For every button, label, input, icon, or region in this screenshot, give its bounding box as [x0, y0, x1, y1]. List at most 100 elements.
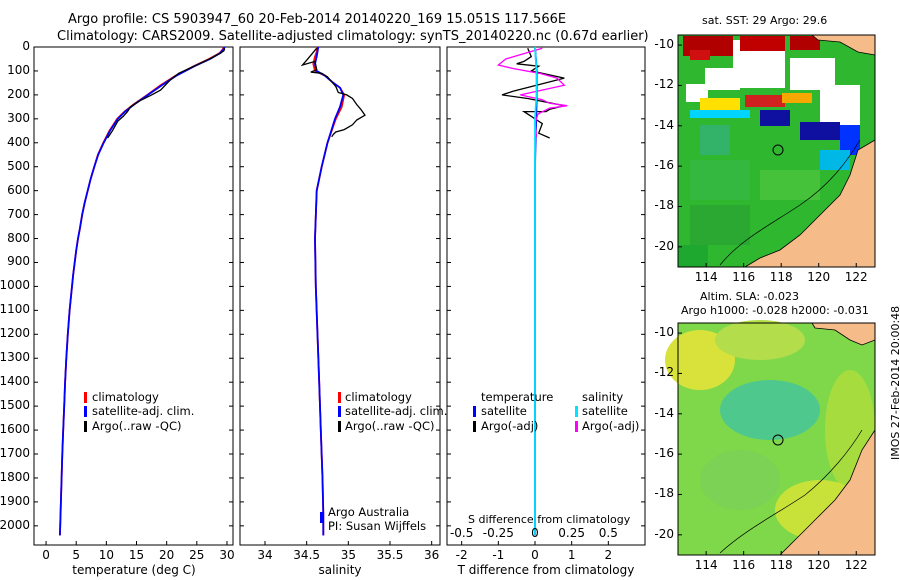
series-line-climatology [312, 46, 346, 536]
s-diff-tick-label: -0.25 [482, 526, 514, 540]
series-line-argo-raw-qc- [107, 48, 226, 139]
xtick-label: 34 [257, 548, 273, 562]
series-line-t-argo-adj- [501, 47, 565, 139]
temp-legend-climatology: climatology [92, 390, 159, 404]
sst-map-xtick-label: 118 [769, 270, 793, 284]
depth-tick-label: 2000 [0, 517, 30, 532]
s-diff-tick-label: 0.25 [558, 526, 586, 540]
depth-tick-label: 800 [7, 230, 30, 245]
sst-map-title: sat. SST: 29 Argo: 29.6 [702, 14, 828, 27]
sal-legend-satellite: satellite-adj. clim. [345, 404, 448, 418]
s-diff-tick-label: 0 [531, 526, 539, 540]
depth-tick-label: 1400 [0, 374, 30, 389]
xtick-label: 36 [424, 548, 440, 562]
sst-map-image [677, 34, 876, 268]
depth-tick-label: 1200 [0, 326, 30, 341]
salinity-xlabel: salinity [318, 563, 362, 577]
xtick-label: 30 [219, 548, 235, 562]
series-line-satellite-adj-clim- [314, 46, 345, 536]
depth-tick-label: 300 [7, 110, 30, 125]
sla-map-ytick-label: -16 [654, 446, 674, 461]
depth-tick-label: 900 [7, 254, 30, 269]
series-line-s-argo-adj- [496, 47, 568, 137]
xtick-label: 0 [42, 548, 50, 562]
sst-map-xtick-label: 114 [694, 270, 718, 284]
diff-legend-s-argo-swatch [575, 421, 578, 432]
sst-map-xtick-label: 122 [844, 270, 868, 284]
depth-tick-label: 1800 [0, 469, 30, 484]
sal-legend-climatology: climatology [345, 390, 412, 404]
sal-legend-argo-swatch [338, 421, 341, 432]
temp-legend-climatology-swatch [84, 392, 87, 403]
sal-legend-argo: Argo(..raw -QC) [345, 419, 435, 433]
sst-map-ytick-label: -18 [654, 198, 674, 213]
pi-label: PI: Susan Wijffels [328, 519, 427, 533]
depth-tick-label: 1300 [0, 350, 30, 365]
xtick-label: 35 [340, 548, 356, 562]
xtick-label: 25 [189, 548, 205, 562]
sla-map-xtick-label: 120 [807, 558, 831, 572]
sla-map-ytick-label: -10 [654, 325, 674, 340]
sla-map-ytick-label: -14 [654, 405, 674, 420]
sal-legend-satellite-swatch [338, 406, 341, 417]
sst-map-xtick-label: 116 [732, 270, 756, 284]
depth-tick-label: 700 [7, 206, 30, 221]
sla-map-title-line2: Argo h1000: -0.028 h2000: -0.031 [681, 304, 869, 317]
diff-legend-t-satellite: satellite [481, 404, 527, 418]
xtick-label: 2 [604, 548, 613, 562]
xtick-label: 20 [159, 548, 175, 562]
sla-map-xtick-label: 116 [732, 558, 756, 572]
sla-map-xtick-label: 114 [694, 558, 718, 572]
diff-legend-t-argo-swatch [473, 421, 476, 432]
diff-legend-t-satellite-swatch [473, 406, 476, 417]
depth-tick-label: 500 [7, 158, 30, 173]
s-diff-tick-label: -0.5 [449, 526, 474, 540]
diff-legend-temperature: temperature [481, 390, 554, 404]
depth-tick-label: 400 [7, 134, 30, 149]
depth-tick-label: 1900 [0, 493, 30, 508]
xtick-label: 1 [567, 548, 576, 562]
series-line-climatology [59, 46, 225, 536]
imos-timestamp: IMOS 27-Feb-2014 20:00:48 [889, 305, 900, 460]
argo-australia-swatch [320, 512, 323, 523]
depth-tick-label: 100 [7, 62, 30, 77]
xtick-label: 5 [72, 548, 81, 562]
temperature-xlabel: temperature (deg C) [72, 563, 196, 577]
sal-legend-climatology-swatch [338, 392, 341, 403]
xtick-label: 35.5 [376, 548, 404, 562]
depth-tick-label: 0 [22, 39, 30, 53]
sla-map-ytick-label: -20 [654, 526, 674, 541]
diff-legend-s-argo: Argo(-adj) [582, 419, 640, 433]
depth-tick-label: 1700 [0, 446, 30, 461]
panel-frame-difference [446, 46, 646, 546]
series-line-s-satellite [534, 46, 538, 536]
sla-map-ytick-label: -18 [654, 486, 674, 501]
xtick-label: -1 [492, 548, 505, 562]
sla-map-title-line1: Altim. SLA: -0.023 [700, 290, 800, 303]
temp-legend-satellite: satellite-adj. clim. [92, 404, 195, 418]
depth-tick-label: 1600 [0, 422, 30, 437]
figure-title-line2: Climatology: CARS2009. Satellite-adjuste… [57, 29, 649, 44]
depth-tick-label: 1000 [0, 278, 30, 293]
xtick-label: 10 [98, 548, 114, 562]
series-line-argo-raw-qc- [300, 47, 366, 138]
sla-map-xtick-label: 118 [769, 558, 793, 572]
series-line-satellite-adj-clim- [59, 46, 226, 536]
diff-legend-s-satellite-swatch [575, 406, 578, 417]
depth-tick-label: 1500 [0, 398, 30, 413]
sla-map-ytick-label: -12 [654, 365, 674, 380]
panel-frame-temperature [33, 46, 234, 546]
sla-map-image [665, 320, 876, 556]
diff-legend-s-satellite: satellite [582, 404, 628, 418]
depth-tick-label: 1100 [0, 302, 30, 317]
sla-map-xtick-label: 122 [844, 558, 868, 572]
temp-legend-argo-swatch [84, 421, 87, 432]
panel-frame-salinity [239, 46, 441, 546]
temp-legend-satellite-swatch [84, 406, 87, 417]
temp-legend-argo: Argo(..raw -QC) [92, 419, 182, 433]
depth-tick-label: 200 [7, 86, 30, 101]
xtick-label: 34.5 [293, 548, 321, 562]
argo-australia-label: Argo Australia [328, 505, 410, 519]
sst-map-ytick-label: -14 [654, 117, 674, 132]
